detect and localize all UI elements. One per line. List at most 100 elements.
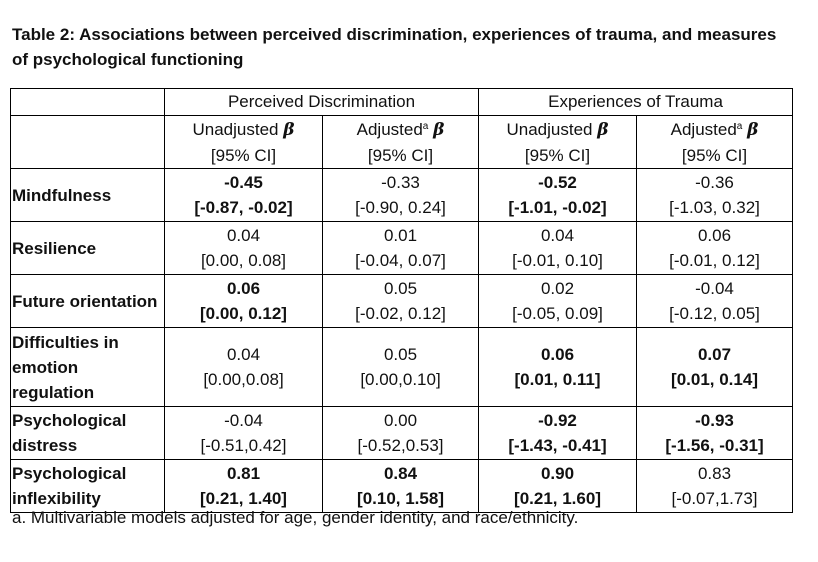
confidence-interval: [0.00, 0.08] (200, 251, 287, 270)
confidence-interval: [-0.52,0.53] (357, 436, 444, 455)
beta-estimate: 0.00 (383, 411, 418, 430)
beta-symbol: β (433, 119, 445, 140)
estimate-cell: 0.06 [0.01, 0.11] (478, 327, 638, 407)
row-label: Future orientation (10, 274, 165, 328)
beta-estimate: -0.36 (695, 173, 734, 192)
beta-symbol: β (597, 119, 609, 140)
beta-estimate: 0.81 (226, 464, 261, 483)
unadjusted-label: Unadjusted (192, 119, 279, 139)
beta-estimate: 0.83 (697, 464, 732, 483)
table-row: Psychological distress -0.04 [-0.51,0.42] 0… (10, 406, 794, 460)
estimate-cell: 0.05 [-0.02, 0.12] (321, 274, 480, 328)
beta-symbol: β (747, 119, 759, 140)
col-header-adjusted-pd: Adjusteda β [95% CI] (321, 115, 480, 169)
estimate-cell: 0.04 [0.00, 0.08] (164, 221, 323, 275)
estimate-cell: 0.06 [0.00, 0.12] (164, 274, 323, 328)
estimate-cell: 0.04 [-0.01, 0.10] (478, 221, 638, 275)
ci-label: [95% CI] (524, 145, 591, 165)
beta-estimate: -0.45 (224, 173, 263, 192)
beta-estimate: 0.06 (226, 279, 261, 298)
estimate-cell: 0.90 [0.21, 1.60] (478, 459, 638, 513)
confidence-interval: [-0.07,1.73] (671, 489, 758, 508)
col-header-adjusted-trauma: Adjusteda β [95% CI] (636, 115, 794, 169)
estimate-cell: 0.00 [-0.52,0.53] (321, 406, 480, 460)
group-header-experiences-of-trauma: Experiences of Trauma (478, 88, 794, 116)
confidence-interval: [-0.90, 0.24] (355, 198, 446, 217)
adjusted-label: Adjusted (670, 119, 737, 139)
confidence-interval: [0.21, 1.60] (514, 489, 601, 508)
beta-estimate: 0.90 (540, 464, 575, 483)
beta-estimate: -0.52 (538, 173, 577, 192)
estimate-cell: 0.06 [-0.01, 0.12] (636, 221, 794, 275)
confidence-interval: [-1.56, -0.31] (665, 436, 764, 455)
row-label: Psychological distress (10, 406, 165, 460)
col-header-unadjusted-pd: Unadjusted β [95% CI] (164, 115, 323, 169)
table-footnote: a. Multivariable models adjusted for age… (12, 508, 579, 527)
beta-estimate: -0.04 (224, 411, 263, 430)
confidence-interval: [0.10, 1.58] (357, 489, 444, 508)
estimate-cell: 0.81 [0.21, 1.40] (164, 459, 323, 513)
estimate-cell: 0.83 [-0.07,1.73] (636, 459, 794, 513)
beta-estimate: 0.07 (697, 345, 732, 364)
confidence-interval: [0.00, 0.12] (200, 304, 287, 323)
estimate-cell: -0.92 [-1.43, -0.41] (478, 406, 638, 460)
confidence-interval: [-1.01, -0.02] (508, 198, 607, 217)
ci-label: [95% CI] (367, 145, 434, 165)
beta-estimate: 0.04 (226, 345, 261, 364)
confidence-interval: [-0.02, 0.12] (355, 304, 446, 323)
estimate-cell: 0.01 [-0.04, 0.07] (321, 221, 480, 275)
table-caption: Table 2: Associations between perceived … (12, 25, 777, 69)
beta-estimate: 0.05 (383, 279, 418, 298)
estimate-cell: 0.07 [0.01, 0.14] (636, 327, 794, 407)
beta-estimate: 0.04 (226, 226, 261, 245)
beta-estimate: 0.06 (540, 345, 575, 364)
table-row: Psychological inflexibility 0.81 [0.21, 1.… (10, 459, 794, 513)
estimate-cell: -0.04 [-0.12, 0.05] (636, 274, 794, 328)
confidence-interval: [-0.87, -0.02] (194, 198, 293, 217)
confidence-interval: [-1.03, 0.32] (669, 198, 760, 217)
confidence-interval: [-1.43, -0.41] (508, 436, 607, 455)
table-row: Resilience 0.04 [0.00, 0.08] 0.01 [-0.04, 0.… (10, 221, 794, 275)
table-row: Future orientation 0.06 [0.00, 0.12] 0.05 [-… (10, 274, 794, 328)
beta-estimate: -0.33 (381, 173, 420, 192)
estimate-cell: 0.84 [0.10, 1.58] (321, 459, 480, 513)
beta-estimate: -0.04 (695, 279, 734, 298)
beta-estimate: -0.92 (538, 411, 577, 430)
row-label: Mindfulness (10, 168, 165, 222)
confidence-interval: [0.00,0.10] (360, 370, 441, 389)
estimate-cell: 0.02 [-0.05, 0.09] (478, 274, 638, 328)
row-label: Psychological inflexibility (10, 459, 165, 513)
table-row: Mindfulness -0.45 [-0.87, -0.02] -0.33 [-0.9… (10, 168, 794, 222)
table-row: Difficulties in emotion regulation 0.04 [0… (10, 327, 794, 407)
results-table: Perceived Discrimination Experiences of … (10, 88, 794, 513)
estimate-cell: 0.04 [0.00,0.08] (164, 327, 323, 407)
confidence-interval: [-0.04, 0.07] (355, 251, 446, 270)
estimate-cell: -0.04 [-0.51,0.42] (164, 406, 323, 460)
confidence-interval: [-0.01, 0.12] (669, 251, 760, 270)
beta-symbol: β (283, 119, 295, 140)
confidence-interval: [0.01, 0.11] (514, 370, 601, 389)
row-label: Difficulties in emotion regulation (10, 327, 165, 407)
confidence-interval: [0.21, 1.40] (200, 489, 287, 508)
confidence-interval: [0.01, 0.14] (671, 370, 758, 389)
confidence-interval: [0.00,0.08] (203, 370, 284, 389)
adjusted-label: Adjusted (356, 119, 423, 139)
corner-cell-2 (10, 115, 165, 169)
group-header-perceived-discrimination: Perceived Discrimination (163, 88, 480, 116)
row-label: Resilience (10, 221, 165, 275)
beta-estimate: 0.02 (540, 279, 575, 298)
confidence-interval: [-0.12, 0.05] (669, 304, 760, 323)
beta-estimate: 0.04 (540, 226, 575, 245)
corner-cell (10, 88, 165, 116)
confidence-interval: [-0.51,0.42] (200, 436, 287, 455)
footnote-marker: a (736, 120, 743, 132)
estimate-cell: -0.93 [-1.56, -0.31] (636, 406, 794, 460)
col-header-unadjusted-trauma: Unadjusted β [95% CI] (478, 115, 638, 169)
confidence-interval: [-0.05, 0.09] (512, 304, 603, 323)
beta-estimate: 0.01 (383, 226, 418, 245)
ci-label: [95% CI] (681, 145, 748, 165)
confidence-interval: [-0.01, 0.10] (512, 251, 603, 270)
beta-estimate: 0.05 (383, 345, 418, 364)
estimate-cell: -0.33 [-0.90, 0.24] (321, 168, 480, 222)
estimate-cell: -0.52 [-1.01, -0.02] (478, 168, 638, 222)
